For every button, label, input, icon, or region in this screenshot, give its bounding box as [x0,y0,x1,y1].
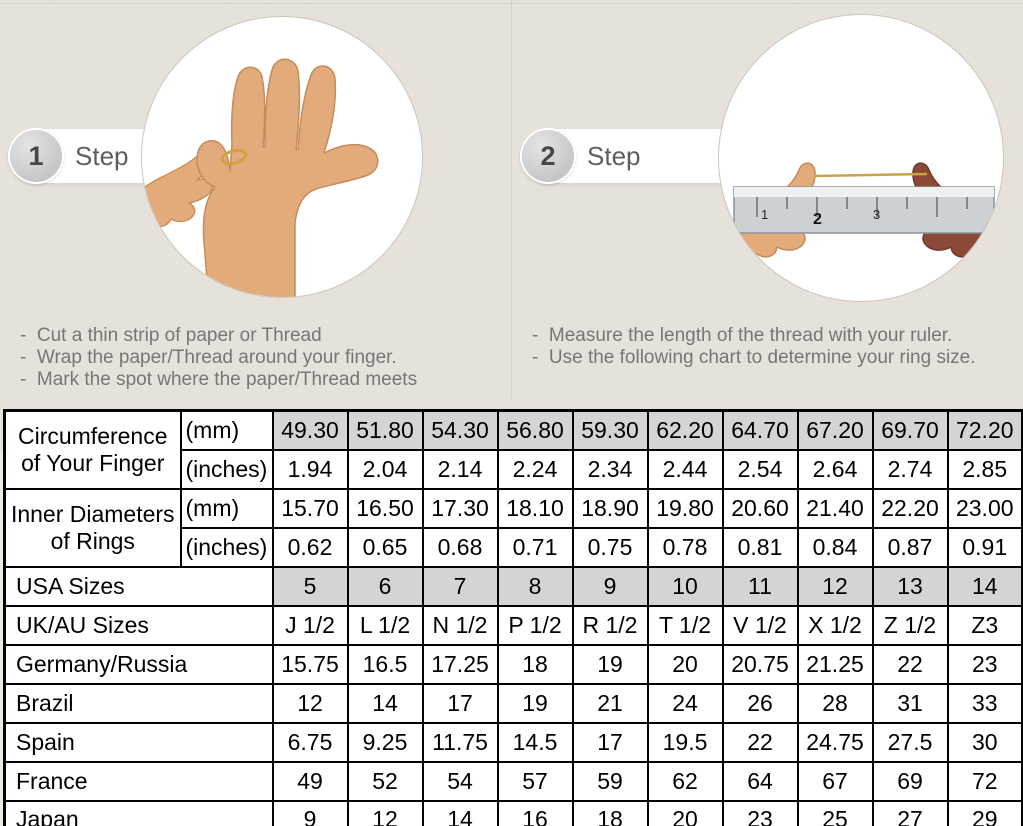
svg-text:1: 1 [761,207,768,222]
svg-text:3: 3 [873,207,880,222]
svg-text:2: 2 [813,211,822,228]
